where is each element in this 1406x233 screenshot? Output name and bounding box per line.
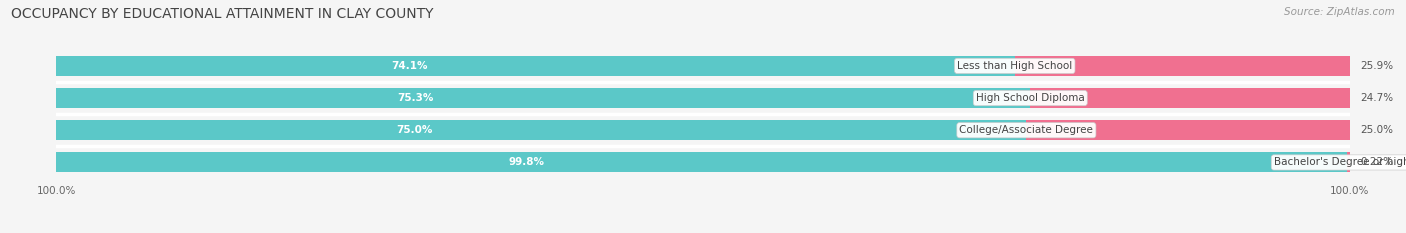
Bar	[56, 152, 1347, 172]
Text: Bachelor's Degree or higher: Bachelor's Degree or higher	[1274, 158, 1406, 168]
Bar	[56, 120, 1026, 140]
Bar	[1347, 152, 1350, 172]
Bar	[56, 56, 1015, 76]
Bar	[1026, 120, 1350, 140]
Text: Source: ZipAtlas.com: Source: ZipAtlas.com	[1284, 7, 1395, 17]
Text: 74.1%: 74.1%	[392, 61, 429, 71]
Bar	[56, 152, 1350, 172]
Bar	[1031, 88, 1350, 108]
Text: Less than High School: Less than High School	[957, 61, 1073, 71]
Bar	[56, 56, 1350, 76]
Text: High School Diploma: High School Diploma	[976, 93, 1084, 103]
Bar	[56, 88, 1031, 108]
Bar	[56, 88, 1350, 108]
Text: 0.22%: 0.22%	[1360, 158, 1393, 168]
Text: College/Associate Degree: College/Associate Degree	[959, 125, 1094, 135]
Bar	[1015, 56, 1350, 76]
Text: OCCUPANCY BY EDUCATIONAL ATTAINMENT IN CLAY COUNTY: OCCUPANCY BY EDUCATIONAL ATTAINMENT IN C…	[11, 7, 433, 21]
Text: 75.3%: 75.3%	[396, 93, 433, 103]
Text: 99.8%: 99.8%	[508, 158, 544, 168]
Text: 75.0%: 75.0%	[396, 125, 432, 135]
Bar	[56, 120, 1350, 140]
Text: 25.0%: 25.0%	[1360, 125, 1393, 135]
Text: 25.9%: 25.9%	[1360, 61, 1393, 71]
Text: 24.7%: 24.7%	[1360, 93, 1393, 103]
